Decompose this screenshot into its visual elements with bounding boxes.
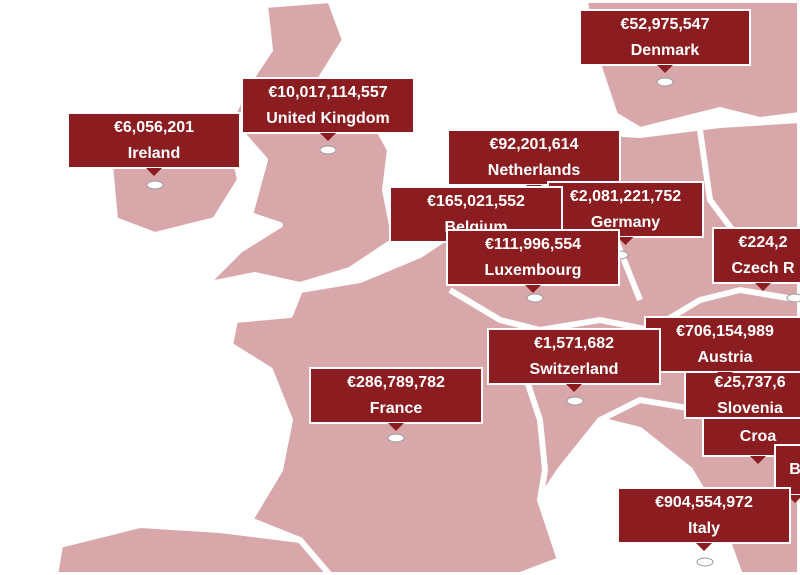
marker-pin (786, 293, 800, 303)
label-box (774, 444, 800, 496)
border (448, 286, 800, 334)
marker-label: Croa (702, 417, 800, 464)
label-pointer (566, 384, 582, 392)
label-box (617, 487, 791, 544)
label-box (547, 181, 704, 238)
marker-pin (319, 145, 337, 155)
label-name: B (789, 461, 800, 478)
label-value: €92,201,614 (490, 136, 579, 153)
marker-pin (656, 77, 674, 87)
label-value: €1,571,682 (534, 335, 614, 352)
label-pointer (617, 237, 634, 245)
marker-label: €92,201,614 Netherlands (447, 129, 621, 193)
marker-label: €286,789,782 France (309, 367, 483, 443)
label-name: Germany (591, 214, 660, 231)
label-name: Netherlands (488, 162, 581, 179)
marker-label: €6,056,201 Ireland (67, 112, 241, 190)
marker-label: €10,017,114,557 United Kingdom (241, 77, 415, 155)
label-box (487, 328, 661, 385)
marker-label: €25,737,6 Slovenia (684, 367, 800, 426)
label-box (309, 367, 483, 424)
label-value: €10,017,114,557 (268, 84, 387, 101)
label-name: Switzerland (530, 361, 619, 378)
label-value: €25,737,6 (714, 374, 785, 391)
marker-label: €2,081,221,752 Germany (547, 181, 704, 260)
label-name: France (370, 400, 423, 417)
label-value: €904,554,972 (655, 494, 753, 511)
label-value: €111,996,554 (485, 236, 581, 253)
label-value: €286,789,782 (347, 374, 445, 391)
label-value: €706,154,989 (676, 323, 774, 340)
label-box (446, 229, 620, 286)
marker-label: €1,571,682 Switzerland (487, 328, 661, 406)
label-value: €6,056,201 (114, 119, 194, 136)
label-value: €2,081,221,752 (570, 188, 681, 205)
label-pointer (388, 423, 404, 431)
marker-pin (566, 396, 584, 406)
label-pointer (755, 283, 771, 291)
label-value: €224,2 (739, 234, 788, 251)
label-pointer (146, 168, 162, 176)
label-name: Denmark (631, 42, 700, 59)
label-value: €52,975,547 (621, 16, 710, 33)
marker-pin (696, 557, 714, 567)
label-name: Ireland (128, 145, 180, 162)
label-name: United Kingdom (266, 110, 390, 127)
label-value: €165,021,552 (427, 193, 525, 210)
marker-pin (146, 180, 164, 190)
label-box (712, 227, 800, 284)
label-box (447, 129, 621, 186)
marker-label: €52,975,547 Denmark (579, 9, 751, 87)
label-pointer (696, 543, 712, 551)
border (517, 359, 549, 501)
label-name: Austria (697, 349, 752, 366)
marker-label: €111,996,554 Luxembourg (446, 229, 620, 303)
iberia (52, 522, 333, 575)
marker-pin (526, 293, 544, 303)
marker-label: €904,554,972 Italy (617, 487, 791, 567)
marker-label: €224,2 Czech R (712, 227, 800, 303)
marker-pin (387, 433, 405, 443)
label-name: Czech R (731, 260, 795, 277)
label-pointer (717, 372, 733, 380)
label-name: Italy (688, 520, 720, 537)
label-pointer (525, 285, 541, 293)
label-pointer (657, 65, 673, 73)
label-name: Luxembourg (485, 262, 582, 279)
label-pointer (320, 133, 336, 141)
label-name: Slovenia (717, 400, 783, 417)
marker-label: €706,154,989 Austria (644, 316, 800, 380)
label-pointer (750, 456, 766, 464)
label-name: Croa (740, 428, 777, 445)
label-box (241, 77, 415, 134)
